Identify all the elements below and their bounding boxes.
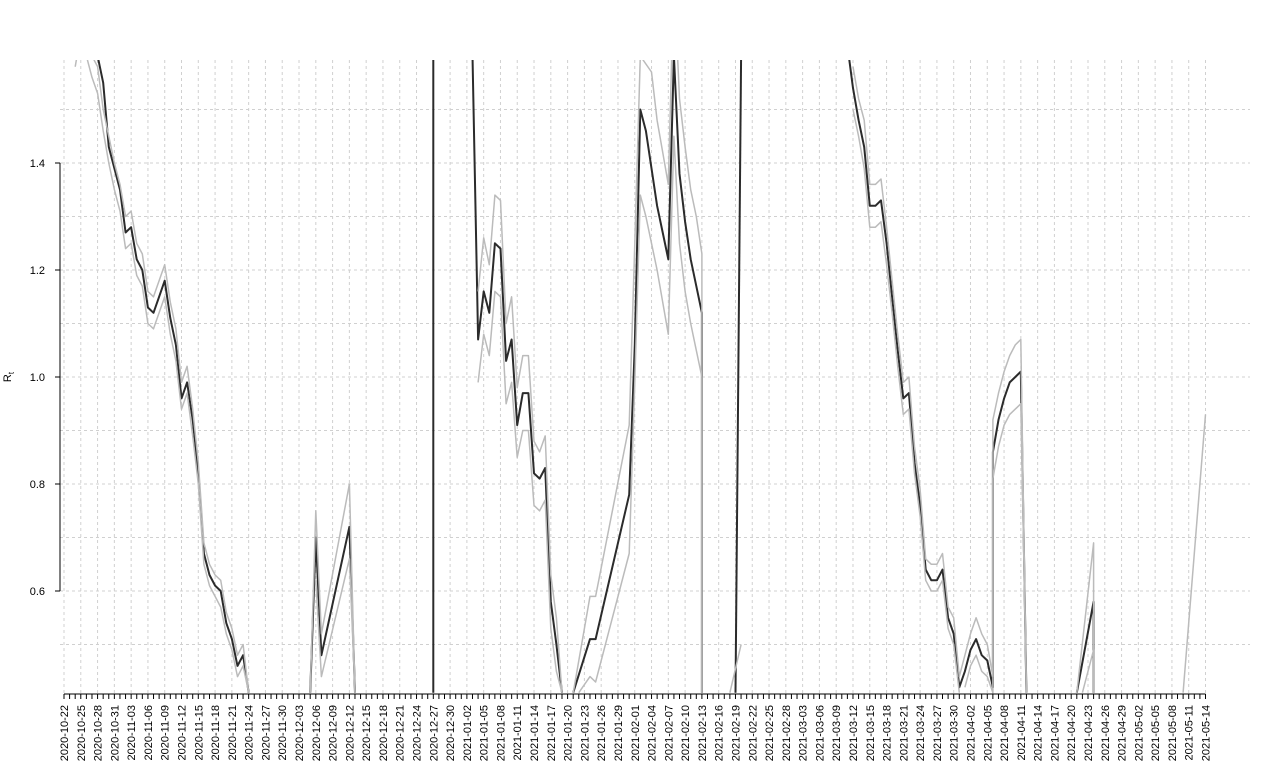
x-tick-label: 2021-03-15 [865, 705, 877, 761]
x-tick-label: 2021-02-13 [697, 705, 709, 761]
x-tick-label: 2021-02-22 [747, 705, 759, 761]
x-tick-label: 2020-11-18 [210, 705, 222, 760]
y-tick-label: 1.0 [30, 372, 45, 384]
upper-bound-line [1076, 542, 1095, 693]
y-tick-label: 1.2 [30, 265, 45, 277]
axes [55, 162, 1206, 699]
x-tick-label: 2020-11-12 [177, 705, 189, 760]
lower-bound-line [578, 135, 703, 694]
rt-estimate-line [848, 60, 1028, 693]
x-tick-label: 2020-11-27 [260, 705, 272, 760]
rt-estimate-line [97, 60, 250, 693]
x-tick-label: 2021-04-11 [1016, 705, 1028, 760]
x-tick-label: 2020-12-27 [428, 705, 440, 761]
upper-bound-line [729, 644, 742, 693]
rt-estimate-line [572, 60, 703, 693]
x-tick-label: 2021-01-23 [579, 705, 591, 761]
x-tick-label: 2020-12-21 [395, 705, 407, 761]
gridlines [60, 60, 1250, 694]
x-tick-label: 2021-04-05 [982, 705, 994, 761]
lower-bound-line [86, 60, 250, 693]
x-tick-label: 2021-04-26 [1100, 705, 1112, 761]
x-tick-label: 2020-12-30 [445, 705, 457, 761]
x-tick-label: 2021-01-05 [479, 705, 491, 761]
lower-bound-line [315, 558, 356, 693]
x-tick-label: 2021-01-11 [512, 705, 524, 760]
x-tick-label: 2021-02-04 [647, 705, 659, 761]
x-tick-label: 2020-12-24 [412, 705, 424, 761]
x-tick-label: 2021-01-08 [495, 705, 507, 761]
x-tick-label: 2021-03-18 [882, 705, 894, 761]
x-tick-label: 2020-11-24 [244, 705, 256, 760]
x-tick-label: 2021-03-12 [848, 705, 860, 761]
x-tick-label: 2021-05-11 [1184, 705, 1196, 760]
series-lines [74, 60, 1207, 694]
x-tick-label: 2020-11-15 [193, 705, 205, 760]
x-tick-label: 2021-03-24 [915, 705, 927, 761]
x-tick-label: 2021-01-02 [462, 705, 474, 761]
x-tick-label: 2021-01-26 [596, 705, 608, 761]
x-tick-label: 2021-03-21 [898, 705, 910, 761]
x-tick-label: 2021-02-16 [714, 705, 726, 761]
rt-estimate-line [471, 60, 563, 693]
x-tick-label: 2021-05-02 [1133, 705, 1145, 761]
x-tick-label: 2021-04-29 [1117, 705, 1129, 761]
upper-bound-line [309, 483, 356, 693]
upper-bound-line [477, 194, 563, 693]
upper-bound-line [572, 60, 703, 693]
x-tick-label: 2021-01-14 [529, 705, 541, 761]
x-tick-label: 2021-01-20 [563, 705, 575, 761]
tick-labels: 0.6 0.8 1.0 1.2 1.4 2020-10-22 2020-10-25 2020-… [30, 158, 1213, 761]
x-tick-label: 2020-10-31 [109, 705, 121, 761]
x-tick-label: 2021-04-17 [1049, 705, 1061, 761]
x-tick-label: 2021-02-01 [630, 705, 642, 761]
x-tick-label: 2021-04-20 [1066, 705, 1078, 761]
x-tick-label: 2020-10-22 [59, 705, 71, 761]
upper-bound-line [74, 60, 250, 693]
x-tick-label: 2021-03-09 [831, 705, 843, 761]
x-tick-label: 2020-11-03 [126, 705, 138, 760]
x-tick-label: 2021-02-28 [781, 705, 793, 761]
x-tick-label: 2020-12-12 [344, 705, 356, 761]
x-tick-label: 2021-02-10 [680, 705, 692, 761]
x-tick-label: 2021-02-19 [730, 705, 742, 761]
upper-bound-line [852, 66, 1028, 693]
x-tick-label: 2021-05-08 [1167, 705, 1179, 761]
x-tick-label: 2021-04-14 [1033, 705, 1045, 761]
x-tick-label: 2020-12-06 [311, 705, 323, 761]
x-tick-label: 2021-03-30 [949, 705, 961, 761]
x-tick-label: 2021-03-03 [798, 705, 810, 761]
x-tick-label: 2020-11-30 [277, 705, 289, 760]
x-tick-label: 2021-04-02 [965, 705, 977, 761]
y-axis-label: Rt [2, 371, 16, 382]
lower-bound-line [852, 109, 961, 693]
x-tick-label: 2021-02-25 [764, 705, 776, 761]
x-tick-label: 2020-10-25 [76, 705, 88, 761]
x-tick-label: 2020-11-09 [160, 705, 172, 760]
x-tick-label: 2021-04-23 [1083, 705, 1095, 761]
y-tick-label: 0.8 [30, 479, 45, 491]
y-tick-label: 1.4 [30, 158, 45, 170]
x-tick-label: 2020-12-09 [328, 705, 340, 761]
x-tick-label: 2021-05-14 [1201, 705, 1213, 761]
x-tick-label: 2020-11-06 [143, 705, 155, 760]
x-tick-label: 2020-11-21 [227, 705, 239, 760]
x-tick-label: 2021-02-07 [663, 705, 675, 761]
x-tick-label: 2021-04-08 [999, 705, 1011, 761]
upper-bound-line [1182, 414, 1207, 693]
x-tick-label: 2020-12-18 [378, 705, 390, 761]
x-tick-label: 2021-05-05 [1150, 705, 1162, 761]
lower-bound-line [964, 403, 1028, 694]
y-tick-label: 0.6 [30, 586, 45, 598]
x-tick-label: 2021-01-17 [546, 705, 558, 761]
lower-bound-line [477, 290, 563, 693]
x-tick-label: 2020-10-28 [93, 705, 105, 761]
rt-estimate-line [734, 60, 743, 693]
x-tick-label: 2020-12-15 [361, 705, 373, 761]
x-tick-label: 2021-01-29 [613, 705, 625, 761]
x-tick-label: 2020-12-03 [294, 705, 306, 761]
x-tick-label: 2021-03-06 [814, 705, 826, 761]
x-tick-label: 2021-03-27 [932, 705, 944, 761]
